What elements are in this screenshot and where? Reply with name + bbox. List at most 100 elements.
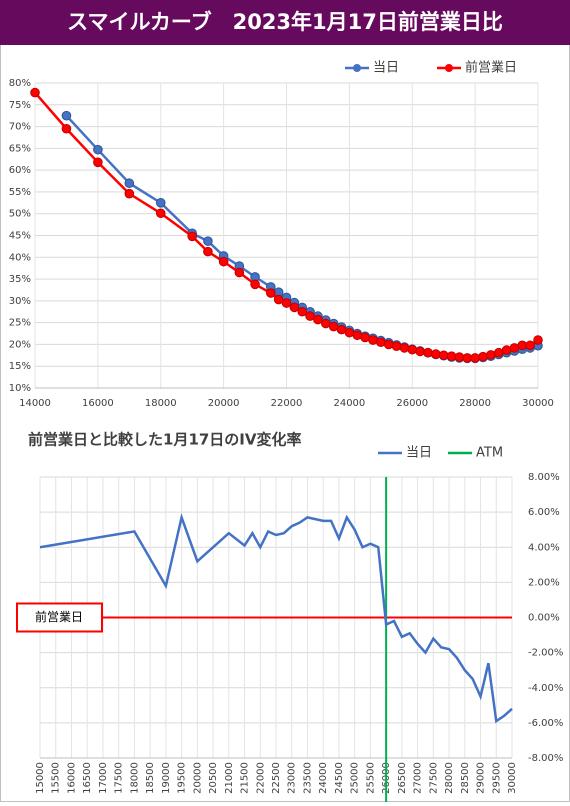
x-tick-label: 27500 bbox=[428, 762, 439, 794]
y-tick-label: 8.00% bbox=[528, 472, 560, 483]
y-tick-label: 10% bbox=[9, 383, 31, 394]
marker bbox=[313, 314, 323, 325]
marker bbox=[454, 352, 465, 362]
legend-label: 前営業日 bbox=[465, 60, 517, 76]
x-tick-label: 16500 bbox=[82, 762, 93, 794]
x-tick-label: 20500 bbox=[208, 762, 219, 794]
x-tick-label: 29000 bbox=[476, 762, 487, 794]
header-bar bbox=[0, 0, 570, 45]
marker bbox=[493, 347, 504, 358]
marker bbox=[415, 346, 425, 357]
x-tick-label: 22500 bbox=[271, 762, 282, 794]
marker bbox=[30, 87, 40, 98]
x-tick-label: 26500 bbox=[397, 762, 408, 794]
x-tick-label: 29500 bbox=[491, 762, 502, 794]
x-tick-label: 19000 bbox=[161, 762, 172, 794]
x-tick-label: 18500 bbox=[145, 762, 156, 794]
marker bbox=[336, 324, 347, 335]
y-tick-label: 6.00% bbox=[528, 507, 560, 518]
x-tick-label: 28000 bbox=[444, 762, 455, 794]
x-tick-label: 24500 bbox=[334, 762, 345, 794]
marker bbox=[446, 351, 457, 361]
x-tick-label: 21000 bbox=[224, 762, 235, 794]
x-tick-label: 22000 bbox=[271, 398, 303, 409]
series-line bbox=[39, 512, 513, 724]
y-tick-label: -6.00% bbox=[528, 718, 563, 729]
x-tick-label: 21500 bbox=[240, 762, 251, 794]
legend-label: 当日 bbox=[406, 446, 432, 461]
marker bbox=[478, 351, 488, 362]
x-tick-label: 15500 bbox=[51, 762, 62, 794]
y-tick-label: 40% bbox=[9, 252, 31, 263]
x-tick-label: 25000 bbox=[350, 762, 361, 794]
marker bbox=[376, 337, 386, 348]
x-tick-label: 22000 bbox=[255, 762, 266, 794]
x-tick-label: 16000 bbox=[66, 762, 77, 794]
x-tick-label: 20000 bbox=[208, 398, 240, 409]
y-tick-label: 75% bbox=[9, 100, 31, 111]
y-tick-label: 2.00% bbox=[528, 577, 560, 588]
x-tick-label: 24000 bbox=[333, 398, 365, 409]
marker bbox=[368, 335, 378, 345]
marker bbox=[187, 231, 197, 242]
y-tick-label: 15% bbox=[9, 361, 31, 372]
y-tick-label: 20% bbox=[9, 339, 31, 350]
x-tick-label: 20000 bbox=[192, 762, 203, 794]
x-tick-label: 18000 bbox=[145, 398, 177, 409]
marker bbox=[250, 279, 260, 290]
marker bbox=[203, 246, 213, 257]
marker bbox=[517, 340, 528, 351]
legend-marker bbox=[353, 64, 361, 72]
x-tick-label: 23500 bbox=[302, 762, 313, 794]
legend-label: 当日 bbox=[373, 61, 399, 76]
y-tick-label: -4.00% bbox=[528, 683, 563, 694]
marker bbox=[438, 350, 449, 361]
marker bbox=[533, 335, 543, 345]
marker bbox=[344, 327, 355, 338]
chart-title: 前営業日と比較した1月17日のIV変化率 bbox=[28, 431, 302, 449]
marker bbox=[399, 343, 410, 353]
marker bbox=[93, 144, 103, 155]
marker bbox=[423, 347, 433, 358]
reference-label: 前営業日 bbox=[35, 609, 83, 624]
reference-label-box bbox=[16, 602, 103, 633]
marker bbox=[383, 339, 394, 350]
y-tick-label: -2.00% bbox=[528, 648, 563, 659]
marker bbox=[234, 267, 245, 278]
marker bbox=[328, 321, 339, 332]
marker bbox=[203, 236, 213, 246]
marker bbox=[273, 294, 284, 305]
x-tick-label: 28500 bbox=[460, 762, 471, 794]
y-tick-label: 35% bbox=[9, 274, 31, 285]
marker bbox=[486, 350, 496, 360]
marker bbox=[360, 332, 370, 343]
y-tick-label: 25% bbox=[9, 318, 31, 329]
y-tick-label: 4.00% bbox=[528, 542, 560, 553]
marker bbox=[61, 123, 72, 134]
marker bbox=[470, 353, 480, 363]
x-tick-label: 19500 bbox=[177, 762, 188, 794]
page-title: スマイルカーブ 2023年1月17日前営業日比 bbox=[67, 10, 503, 34]
marker bbox=[124, 188, 135, 199]
x-tick-label: 25500 bbox=[365, 762, 376, 794]
x-tick-label: 28000 bbox=[459, 398, 491, 409]
x-tick-label: 30000 bbox=[522, 398, 554, 409]
y-tick-label: 60% bbox=[9, 165, 31, 176]
marker bbox=[61, 110, 72, 121]
x-tick-label: 24000 bbox=[318, 762, 329, 794]
marker bbox=[352, 330, 363, 341]
marker bbox=[431, 349, 441, 359]
marker bbox=[155, 198, 166, 208]
marker bbox=[525, 340, 535, 351]
legend-marker bbox=[445, 64, 453, 72]
marker bbox=[501, 345, 512, 355]
x-tick-label: 27000 bbox=[413, 762, 424, 794]
marker bbox=[305, 311, 315, 321]
y-tick-label: 45% bbox=[9, 231, 31, 242]
marker bbox=[289, 302, 300, 313]
marker bbox=[218, 256, 229, 267]
y-tick-label: 0.00% bbox=[528, 613, 560, 624]
x-tick-label: 15000 bbox=[35, 762, 46, 794]
y-tick-label: 55% bbox=[9, 187, 31, 198]
